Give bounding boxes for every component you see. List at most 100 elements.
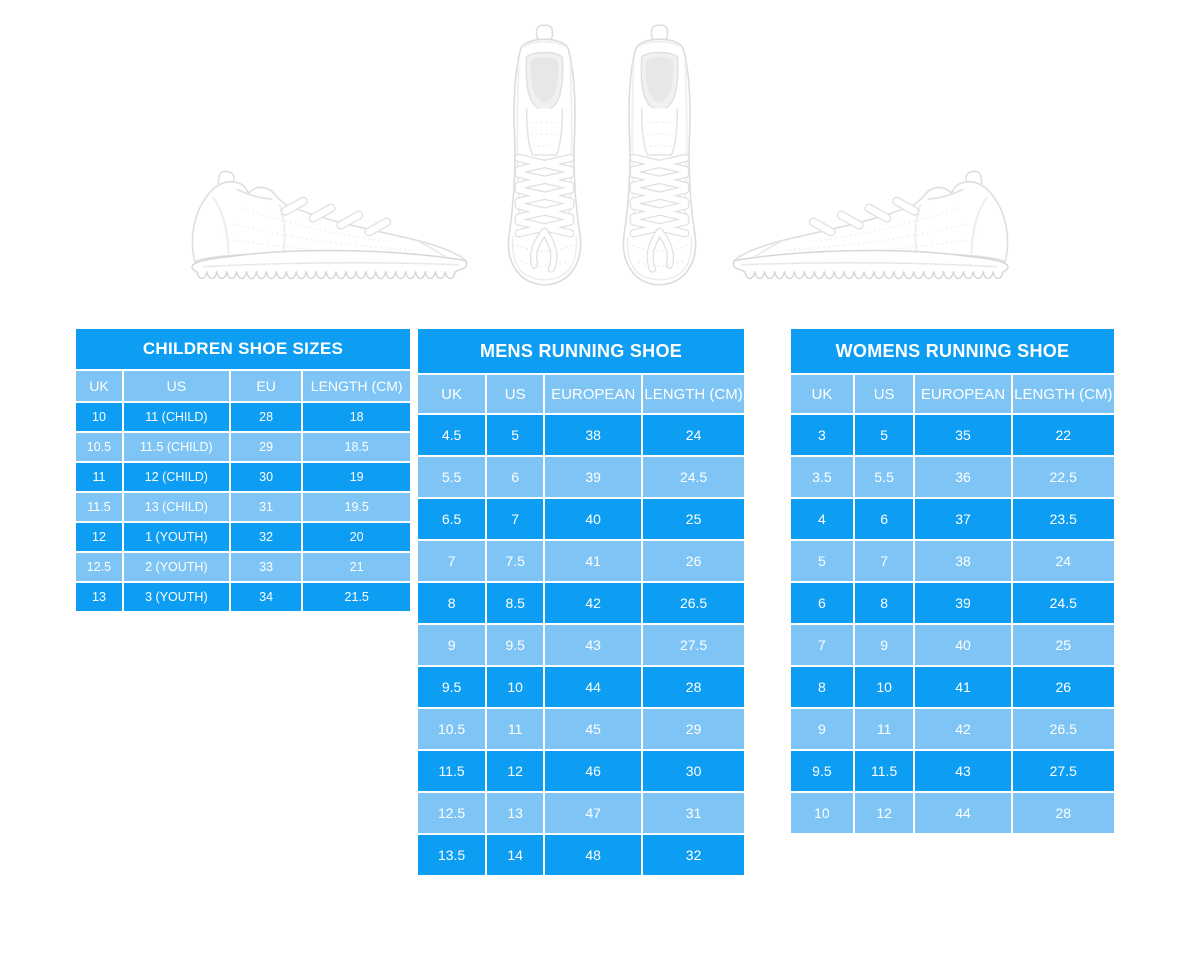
shoe-laces xyxy=(808,196,920,237)
size-cell: 41 xyxy=(915,667,1011,707)
size-cell: 42 xyxy=(545,583,642,623)
size-cell: 22 xyxy=(1012,415,1114,455)
size-cell: 7 xyxy=(854,541,914,581)
womens-size-table-grid: WOMENS RUNNING SHOE UK US EUROPEAN LENGTH (… xyxy=(789,327,1116,835)
size-cell: 39 xyxy=(915,583,1011,623)
size-cell: 7 xyxy=(487,499,544,539)
mens-size-table-grid: MENS RUNNING SHOE UK US EUROPEAN LENGTH (CM… xyxy=(416,327,746,877)
size-row: 4.5 5 38 24 xyxy=(418,415,744,455)
size-cell: 3 xyxy=(791,415,853,455)
size-row: 10.5 11 45 29 xyxy=(418,709,744,749)
size-row: 6 8 39 24.5 xyxy=(791,583,1114,623)
column-header: EUROPEAN xyxy=(545,375,642,413)
shoe-upper xyxy=(733,180,1009,264)
size-cell: 11.5 (CHILD) xyxy=(123,433,229,461)
size-cell: 28 xyxy=(230,403,302,431)
size-cell: 5.5 xyxy=(854,457,914,497)
size-cell: 7 xyxy=(791,625,853,665)
children-size-table: CHILDREN SHOE SIZES UK US EU LENGTH (CM) 10… xyxy=(74,327,412,613)
table-title-row: CHILDREN SHOE SIZES xyxy=(76,329,410,369)
size-cell: 5 xyxy=(487,415,544,455)
size-cell: 13 xyxy=(487,793,544,833)
size-cell: 32 xyxy=(643,835,744,875)
size-cell: 43 xyxy=(545,625,642,665)
size-cell: 4.5 xyxy=(418,415,486,455)
size-cell: 47 xyxy=(545,793,642,833)
size-cell: 21 xyxy=(303,553,410,581)
size-row: 5 7 38 24 xyxy=(791,541,1114,581)
sneaker-pair-top-view xyxy=(489,22,715,294)
size-cell: 7.5 xyxy=(487,541,544,581)
size-row: 9 11 42 26.5 xyxy=(791,709,1114,749)
size-row: 4 6 37 23.5 xyxy=(791,499,1114,539)
size-cell: 6 xyxy=(854,499,914,539)
toe-texture xyxy=(516,244,573,267)
size-cell: 11 xyxy=(487,709,544,749)
size-row: 7 7.5 41 26 xyxy=(418,541,744,581)
size-cell: 28 xyxy=(643,667,744,707)
size-row: 6.5 7 40 25 xyxy=(418,499,744,539)
size-row: 3.5 5.5 36 22.5 xyxy=(791,457,1114,497)
size-cell: 9 xyxy=(791,709,853,749)
table-header-row: UK US EUROPEAN LENGTH (CM) xyxy=(791,375,1114,413)
table-title: MENS RUNNING SHOE xyxy=(418,329,744,373)
size-cell: 23.5 xyxy=(1012,499,1114,539)
size-row: 12.5 2 (YOUTH) 33 21 xyxy=(76,553,410,581)
size-cell: 3.5 xyxy=(791,457,853,497)
size-cell: 8.5 xyxy=(487,583,544,623)
size-row: 9 9.5 43 27.5 xyxy=(418,625,744,665)
size-cell: 11 xyxy=(854,709,914,749)
size-row: 12.5 13 47 31 xyxy=(418,793,744,833)
size-cell: 6.5 xyxy=(418,499,486,539)
table-header-row: UK US EUROPEAN LENGTH (CM) xyxy=(418,375,744,413)
tongue xyxy=(640,108,679,156)
size-row: 13 3 (YOUTH) 34 21.5 xyxy=(76,583,410,611)
column-header: UK xyxy=(418,375,486,413)
size-cell: 10 xyxy=(487,667,544,707)
size-cell: 11.5 xyxy=(76,493,122,521)
size-cell: 5.5 xyxy=(418,457,486,497)
size-cell: 19 xyxy=(303,463,410,491)
size-cell: 27.5 xyxy=(1012,751,1114,791)
womens-size-table: WOMENS RUNNING SHOE UK US EUROPEAN LENGTH (… xyxy=(789,327,1116,835)
column-header: US xyxy=(487,375,544,413)
size-row: 11 12 (CHILD) 30 19 xyxy=(76,463,410,491)
size-row: 10 11 (CHILD) 28 18 xyxy=(76,403,410,431)
shoe-laces xyxy=(514,153,575,273)
column-header: UK xyxy=(76,371,122,401)
size-cell: 44 xyxy=(915,793,1011,833)
size-cell: 42 xyxy=(915,709,1011,749)
sneaker-side-view-right xyxy=(719,168,1017,298)
size-cell: 24.5 xyxy=(1012,583,1114,623)
size-cell: 14 xyxy=(487,835,544,875)
shoe-sole xyxy=(732,249,1009,280)
size-cell: 12 (CHILD) xyxy=(123,463,229,491)
shoe-sole xyxy=(191,249,468,280)
size-cell: 10.5 xyxy=(76,433,122,461)
size-cell: 30 xyxy=(230,463,302,491)
tongue xyxy=(525,108,564,156)
size-cell: 8 xyxy=(791,667,853,707)
size-cell: 10 xyxy=(791,793,853,833)
size-cell: 20 xyxy=(303,523,410,551)
size-cell: 12 xyxy=(487,751,544,791)
size-cell: 31 xyxy=(643,793,744,833)
children-size-table-grid: CHILDREN SHOE SIZES UK US EU LENGTH (CM) 10… xyxy=(74,327,412,613)
table-header-row: UK US EU LENGTH (CM) xyxy=(76,371,410,401)
size-cell: 8 xyxy=(854,583,914,623)
size-cell: 24 xyxy=(1012,541,1114,581)
size-row: 12 1 (YOUTH) 32 20 xyxy=(76,523,410,551)
side-shoe-svg xyxy=(732,170,1009,280)
size-cell: 33 xyxy=(230,553,302,581)
size-row: 8 8.5 42 26.5 xyxy=(418,583,744,623)
size-cell: 11 (CHILD) xyxy=(123,403,229,431)
sneaker-side-view-left xyxy=(183,168,481,298)
column-header: UK xyxy=(791,375,853,413)
column-header: LENGTH (CM) xyxy=(643,375,744,413)
size-cell: 5 xyxy=(791,541,853,581)
top-view-shoe-svg xyxy=(622,24,697,286)
size-cell: 32 xyxy=(230,523,302,551)
size-cell: 34 xyxy=(230,583,302,611)
size-cell: 2 (YOUTH) xyxy=(123,553,229,581)
